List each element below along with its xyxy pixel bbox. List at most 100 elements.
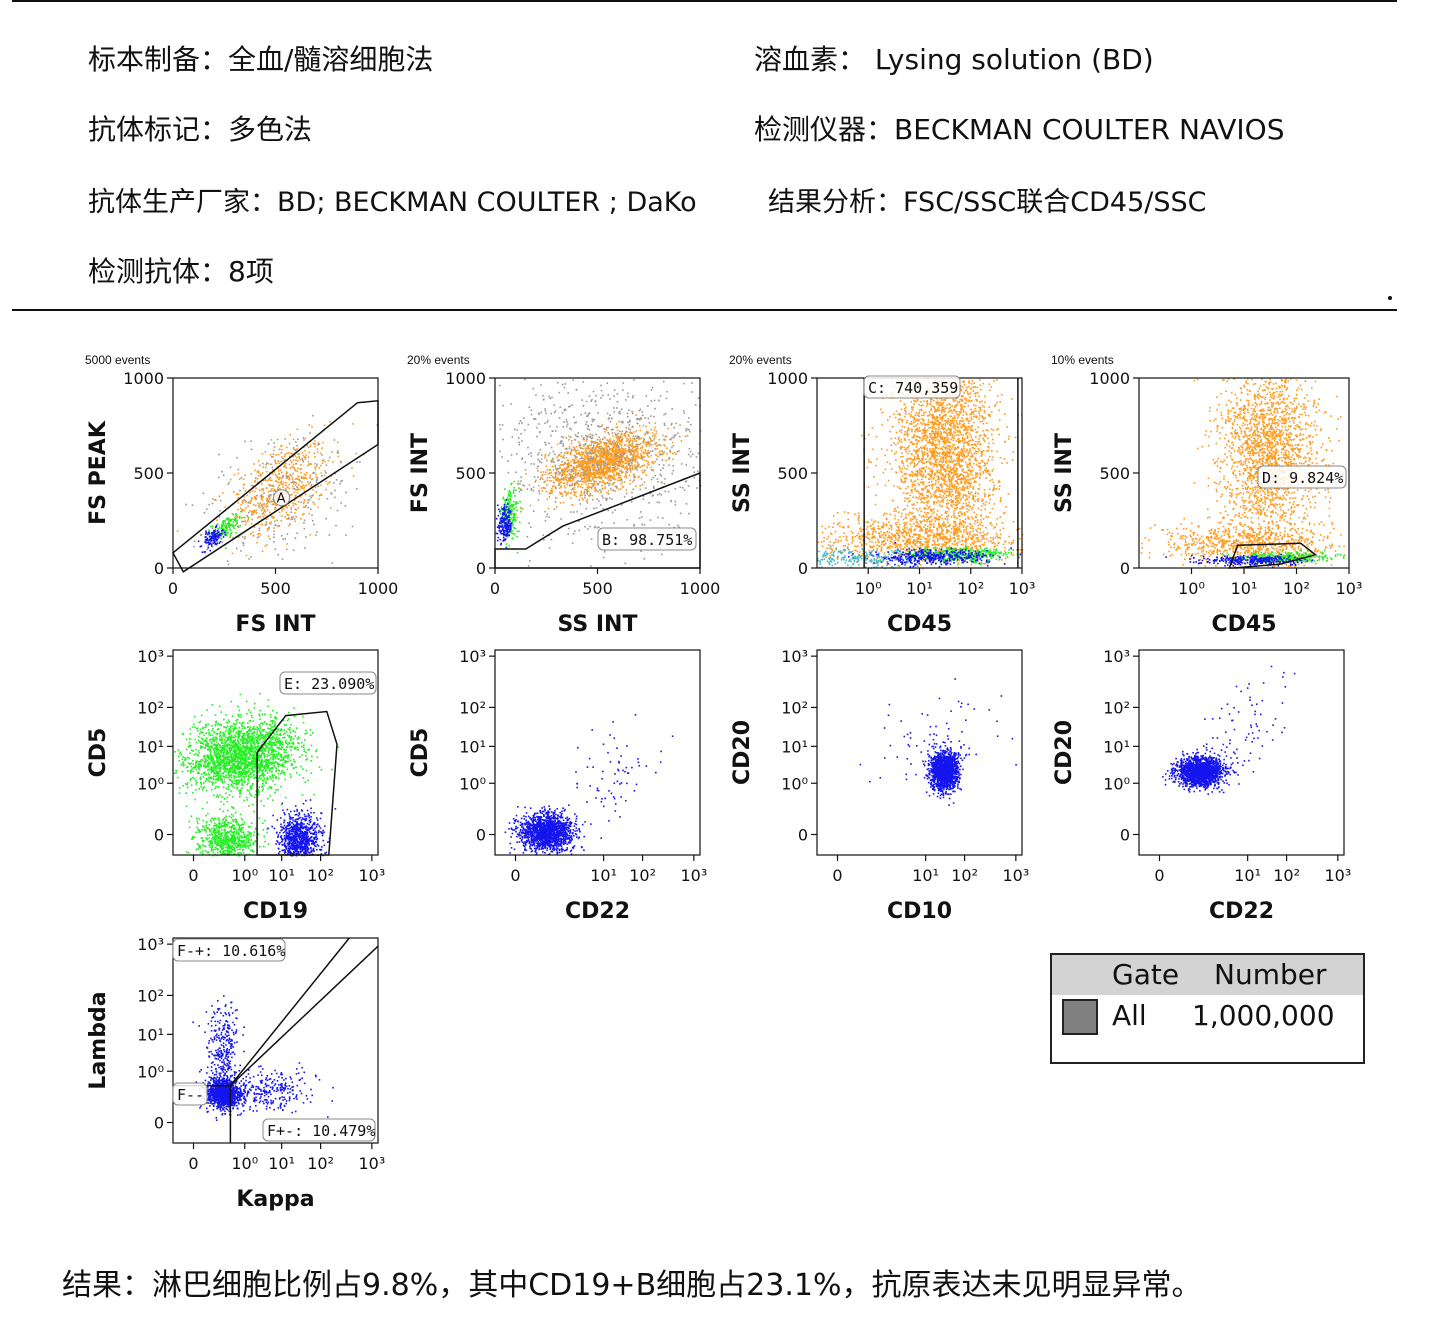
event-point	[209, 536, 211, 538]
event-point	[666, 391, 668, 393]
event-point	[508, 545, 510, 547]
event-point	[549, 547, 551, 549]
event-point	[620, 478, 622, 480]
event-point	[649, 422, 651, 424]
event-point	[685, 436, 687, 438]
event-point	[515, 503, 517, 505]
event-point	[939, 456, 941, 458]
event-point	[258, 475, 260, 477]
event-point	[606, 492, 608, 494]
event-point	[297, 492, 299, 494]
event-point	[221, 524, 223, 526]
event-point	[291, 453, 293, 455]
event-point	[580, 414, 582, 416]
event-point	[286, 507, 288, 509]
event-point	[901, 471, 903, 473]
event-point	[596, 456, 598, 458]
event-point	[939, 504, 941, 506]
event-point	[223, 536, 225, 538]
event-point	[626, 450, 628, 452]
event-point	[673, 445, 675, 447]
event-point	[975, 445, 977, 447]
event-point	[592, 476, 594, 478]
event-point	[933, 503, 935, 505]
event-point	[961, 465, 963, 467]
event-point	[308, 457, 310, 459]
event-point	[555, 476, 557, 478]
event-point	[229, 536, 231, 538]
event-point	[969, 420, 971, 422]
event-point	[956, 486, 958, 488]
event-point	[563, 421, 565, 423]
event-point	[537, 470, 539, 472]
event-point	[574, 482, 576, 484]
event-point	[633, 431, 635, 433]
event-point	[262, 499, 264, 501]
event-point	[614, 442, 616, 444]
event-point	[612, 432, 614, 434]
event-point	[220, 500, 222, 502]
event-point	[255, 477, 257, 479]
event-point	[968, 496, 970, 498]
event-point	[319, 444, 321, 446]
event-point	[278, 470, 280, 472]
event-point	[956, 545, 958, 547]
event-point	[588, 483, 590, 485]
event-point	[515, 472, 517, 474]
event-point	[247, 520, 249, 522]
event-point	[551, 475, 553, 477]
event-point	[996, 451, 998, 453]
event-point	[600, 446, 602, 448]
event-point	[566, 457, 568, 459]
event-point	[550, 435, 552, 437]
event-point	[194, 540, 196, 542]
event-point	[282, 486, 284, 488]
event-point	[953, 504, 955, 506]
event-point	[295, 460, 297, 462]
event-point	[573, 447, 575, 449]
event-point	[645, 451, 647, 453]
event-point	[970, 483, 972, 485]
event-point	[627, 413, 629, 415]
x-axis-label: SS INT	[558, 612, 638, 637]
event-point	[600, 442, 602, 444]
event-point	[931, 477, 933, 479]
event-point	[244, 520, 246, 522]
event-point	[613, 395, 615, 397]
event-point	[607, 468, 609, 470]
event-point	[631, 492, 633, 494]
event-point	[552, 476, 554, 478]
event-point	[506, 547, 508, 549]
event-point	[284, 456, 286, 458]
event-point	[980, 421, 982, 423]
event-point	[262, 551, 264, 553]
event-point	[984, 412, 986, 414]
event-point	[653, 439, 655, 441]
event-point	[514, 517, 516, 519]
event-point	[537, 459, 539, 461]
event-point	[553, 482, 555, 484]
event-point	[261, 505, 263, 507]
event-point	[499, 385, 501, 387]
event-point	[619, 459, 621, 461]
event-point	[956, 503, 958, 505]
event-point	[263, 516, 265, 518]
event-point	[651, 444, 653, 446]
event-point	[928, 500, 930, 502]
event-point	[556, 506, 558, 508]
event-point	[303, 513, 305, 515]
event-point	[895, 511, 897, 513]
event-point	[584, 455, 586, 457]
event-point	[973, 488, 975, 490]
event-point	[945, 468, 947, 470]
event-point	[585, 484, 587, 486]
event-point	[630, 452, 632, 454]
event-point	[644, 470, 646, 472]
event-point	[510, 499, 512, 501]
event-point	[206, 508, 208, 510]
event-point	[947, 445, 949, 447]
event-point	[911, 401, 913, 403]
event-point	[290, 511, 292, 513]
event-point	[617, 465, 619, 467]
event-point	[245, 536, 247, 538]
